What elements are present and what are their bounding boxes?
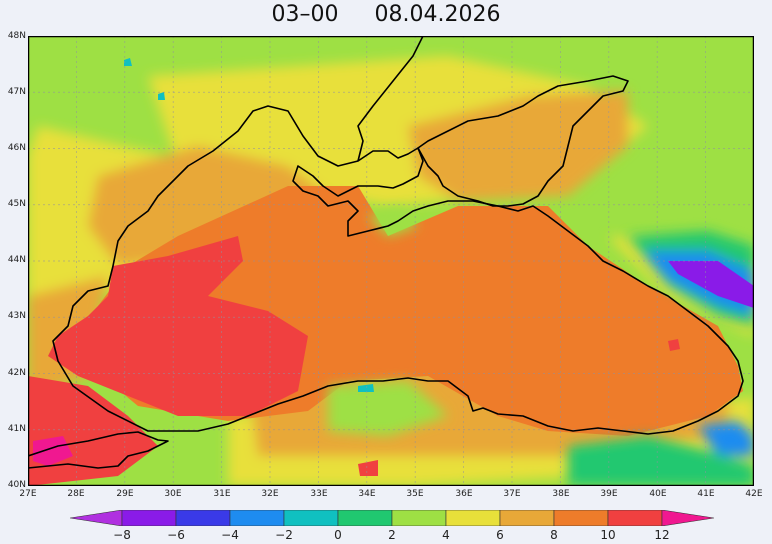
coastlines xyxy=(28,36,744,469)
lon-label: 35E xyxy=(406,489,424,499)
coastline-azov xyxy=(417,75,629,207)
colorbar-segment xyxy=(553,509,609,527)
temperature-map xyxy=(28,36,754,486)
lon-label: 42E xyxy=(745,489,763,499)
lon-label: 32E xyxy=(261,489,279,499)
colorbar-tick-label: 0 xyxy=(334,528,342,542)
field-green-south xyxy=(328,381,448,436)
colorbar-tick-label: 4 xyxy=(442,528,450,542)
lon-label: 28E xyxy=(67,489,85,499)
lon-label: 39E xyxy=(600,489,618,499)
lat-label: 40N xyxy=(7,480,26,490)
lat-label: 44N xyxy=(7,255,26,265)
lon-label: 31E xyxy=(213,489,231,499)
field-teal-south xyxy=(358,384,374,392)
colorbar-tick-label: −2 xyxy=(275,528,293,542)
colorbar-segment xyxy=(229,509,285,527)
colorbar-segment xyxy=(283,509,339,527)
lat-label: 43N xyxy=(7,311,26,321)
lon-label: 41E xyxy=(697,489,715,499)
field-teal-north xyxy=(124,58,132,66)
colorbar-segment xyxy=(499,509,555,527)
colorbar-tick-label: −8 xyxy=(113,528,131,542)
colorbar-tick-label: 8 xyxy=(550,528,558,542)
field-red-spot xyxy=(668,339,680,351)
field-green-southeast xyxy=(568,436,754,486)
lat-label: 46N xyxy=(7,143,26,153)
colorbar-tick-label: −6 xyxy=(167,528,185,542)
map-title: 03–00 08.04.2026 xyxy=(0,0,772,32)
lon-label: 37E xyxy=(503,489,521,499)
field-red-south-spot xyxy=(358,460,378,476)
forecast-time: 03–00 xyxy=(271,2,339,27)
lon-label: 40E xyxy=(649,489,667,499)
colorbar-segment xyxy=(337,509,393,527)
lon-label: 34E xyxy=(358,489,376,499)
field-teal-north2 xyxy=(158,92,165,100)
lat-label: 41N xyxy=(7,424,26,434)
lat-label: 48N xyxy=(7,31,26,41)
colorbar-segment xyxy=(175,509,231,527)
lon-label: 38E xyxy=(552,489,570,499)
lat-label: 45N xyxy=(7,199,26,209)
colorbar-cap-low xyxy=(69,509,123,527)
lon-label: 30E xyxy=(164,489,182,499)
lon-label: 33E xyxy=(310,489,328,499)
lon-label: 29E xyxy=(116,489,134,499)
colorbar-segment xyxy=(445,509,501,527)
colorbar-tick-label: 2 xyxy=(388,528,396,542)
colorbar-cap-high xyxy=(661,509,715,527)
colorbar-segment xyxy=(121,509,177,527)
field-tan-northwest xyxy=(88,146,328,266)
colorbar-tick-label: 6 xyxy=(496,528,504,542)
coastline-river xyxy=(357,36,424,162)
lon-label: 27E xyxy=(19,489,37,499)
colorbar-tick-label: 10 xyxy=(600,528,616,542)
colorbar-segment xyxy=(607,509,663,527)
colorbar-segment xyxy=(391,509,447,527)
field-magenta-spot xyxy=(33,436,73,466)
coastline-black-sea xyxy=(52,105,744,435)
colorbar-tick-label: −4 xyxy=(221,528,239,542)
field-cold-purple xyxy=(668,261,754,308)
colorbar-tick-label: 12 xyxy=(654,528,670,542)
forecast-date: 08.04.2026 xyxy=(374,2,501,27)
lat-label: 47N xyxy=(7,87,26,97)
colorbar xyxy=(69,509,715,527)
field-tan-azov xyxy=(408,91,628,201)
lon-label: 36E xyxy=(455,489,473,499)
lat-label: 42N xyxy=(7,368,26,378)
coastline-bosporus xyxy=(28,431,169,469)
field-sea-red xyxy=(48,236,308,416)
